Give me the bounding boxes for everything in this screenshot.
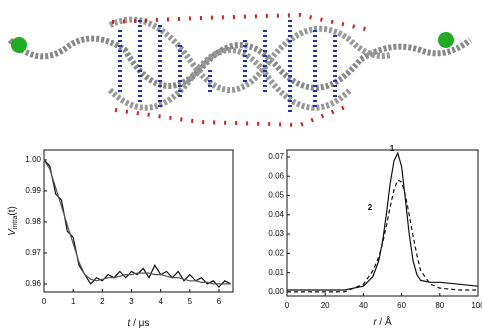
y-tick-label: 0.02: [268, 248, 284, 257]
x-axis-title: r / Å: [373, 315, 392, 328]
y-tick-label: 0.96: [25, 279, 41, 288]
x-tick-label: 100: [471, 301, 482, 310]
plot-frame: [43, 149, 234, 293]
strand: [7, 35, 472, 91]
y-tick-label: 0.99: [25, 186, 41, 195]
molecule: [7, 12, 472, 128]
x-tick-label: 60: [397, 301, 406, 310]
x-axis-var: t: [128, 318, 132, 329]
data-line: [287, 179, 478, 293]
x-tick-label: 80: [435, 301, 444, 310]
y-tick-label: 0.05: [268, 191, 284, 200]
x-tick-label: 6: [217, 297, 222, 306]
panel: 0 20 40 60 80 100 0.00 0.01 0.02 0.03 0.04 0.05 0.06…: [268, 144, 482, 327]
base-pairs: [118, 20, 337, 115]
y-axis-title: Vintra(t): [7, 206, 19, 236]
y-tick-label: 0.04: [268, 210, 284, 219]
y-tick-label: 1.00: [25, 155, 41, 164]
y-tick-label: 0.03: [268, 229, 284, 238]
series-label: 2: [368, 203, 373, 212]
plot-frame: [286, 149, 479, 297]
x-axis-unit: / Å: [377, 315, 392, 328]
y-tick-label: 0.07: [268, 152, 284, 161]
x-tick-label: 0: [285, 301, 290, 310]
series-label: 1: [390, 144, 395, 153]
y-tick-label: 0.97: [25, 248, 41, 257]
metal-ion: [11, 37, 27, 53]
x-tick-label: 4: [158, 297, 163, 306]
x-tick-label: 20: [321, 301, 330, 310]
x-tick-label: 1: [71, 297, 76, 306]
y-tick-label: 0.06: [268, 171, 284, 180]
strand: [107, 47, 353, 111]
y-tick-label: 0.98: [25, 217, 41, 226]
x-tick-label: 5: [188, 297, 193, 306]
metal-ion: [438, 32, 454, 48]
y-tick-label: 0.00: [268, 287, 284, 296]
strand: [108, 16, 391, 93]
x-tick-label: 0: [42, 297, 47, 306]
y-tick-label: 0.01: [268, 268, 284, 277]
x-tick-label: 2: [100, 297, 105, 306]
panel: 0 1 2 3 4 5 6 1.00 0.99 0.98 0.97 0.96 t / μs Vintra(…: [7, 149, 234, 329]
y-axis-var: V: [7, 228, 18, 236]
data-line: [43, 159, 231, 285]
data-line: [287, 151, 479, 291]
data-line: [43, 159, 231, 288]
x-axis-title: t / μs: [128, 318, 150, 329]
oxygens: [111, 12, 371, 128]
x-tick-label: 40: [359, 301, 368, 310]
y-axis-end: (t): [7, 206, 18, 215]
y-axis-sub: intra: [12, 215, 19, 229]
x-tick-label: 3: [129, 297, 134, 306]
x-axis-unit: / μs: [130, 318, 149, 329]
x-axis-var: r: [373, 317, 377, 328]
